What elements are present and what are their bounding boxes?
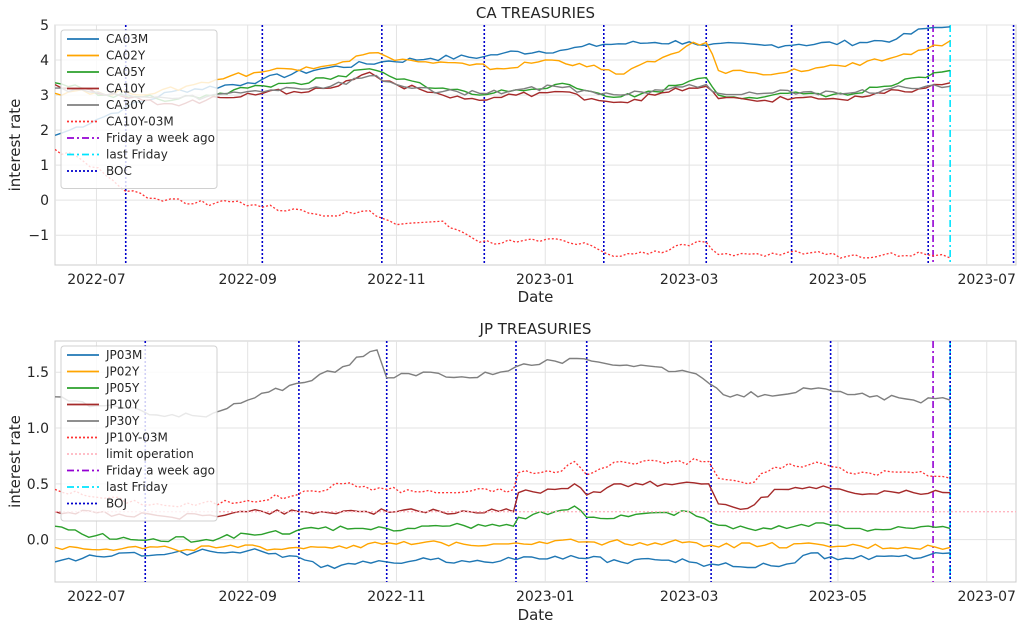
legend-entry-limit-operation: limit operation <box>106 447 194 461</box>
y-tick-label: 1 <box>40 158 49 174</box>
x-tick-label: 2023-05 <box>809 589 868 605</box>
ca-treasuries-panel: −1 0 1 2 3 4 5 2022-07 2022-09 2022-11 2023-01 2023… <box>6 4 1017 306</box>
y-tick-label: 0.5 <box>27 477 49 493</box>
y-tick-label: 4 <box>40 53 49 69</box>
x-tick-label: 2022-09 <box>218 272 277 288</box>
x-tick-label: 2023-03 <box>660 272 719 288</box>
legend-entry-jp05y: JP05Y <box>105 381 140 395</box>
x-tick-label: 2022-09 <box>218 589 277 605</box>
y-tick-label: −1 <box>28 228 49 244</box>
legend-entry-jp10y: JP10Y <box>105 398 140 412</box>
x-tick-label: 2023-03 <box>660 589 719 605</box>
x-tick-label: 2022-11 <box>367 272 426 288</box>
y-tick-label: 2 <box>40 123 49 139</box>
legend-entry-boj: BOJ <box>106 497 127 511</box>
x-tick-label: 2023-01 <box>516 589 575 605</box>
x-tick-label: 2023-01 <box>516 272 575 288</box>
series-line-ca10y-03m <box>55 148 951 259</box>
x-axis-label: Date <box>518 606 554 624</box>
x-tick-label: 2023-07 <box>957 272 1016 288</box>
y-tick-label: 0.0 <box>27 533 49 549</box>
legend-entry-jp03m: JP03M <box>105 348 142 362</box>
y-tick-label: 1.0 <box>27 421 49 437</box>
chart-title: JP TREASURIES <box>479 320 592 338</box>
legend: JP03M JP02Y JP05Y JP10Y JP30Y JP10Y-03M limit … <box>60 345 218 522</box>
x-tick-label: 2022-11 <box>367 589 426 605</box>
legend-entry-friday-a-week-ago: Friday a week ago <box>106 131 215 145</box>
legend-entry-jp02y: JP02Y <box>105 365 140 379</box>
legend-entry-ca30y: CA30Y <box>106 98 146 112</box>
y-axis-label: interest rate <box>6 415 24 508</box>
legend-entry-jp30y: JP30Y <box>105 414 140 428</box>
series-line-jp03m <box>55 548 951 570</box>
legend-entry-jp10y-03m: JP10Y-03M <box>105 431 168 445</box>
legend-entry-boc: BOC <box>106 164 132 178</box>
legend-entry-ca10y: CA10Y <box>106 82 146 96</box>
x-tick-label: 2023-07 <box>957 589 1016 605</box>
legend-entry-ca02y: CA02Y <box>106 49 146 63</box>
x-tick-label: 2022-07 <box>67 272 126 288</box>
legend-entry-ca03m: CA03M <box>106 32 148 46</box>
y-axis-label: interest rate <box>6 99 24 192</box>
legend-entry-ca05y: CA05Y <box>106 65 146 79</box>
legend: CA03M CA02Y CA05Y CA10Y CA30Y CA10Y-03M Friday… <box>60 29 218 189</box>
x-axis-label: Date <box>518 288 554 306</box>
legend-entry-friday-a-week-ago: Friday a week ago <box>106 464 215 478</box>
series-line-jp05y <box>55 505 951 543</box>
y-tick-label: 5 <box>40 18 49 34</box>
y-tick-label: 3 <box>40 88 49 104</box>
legend-entry-last-friday: last Friday <box>106 480 168 494</box>
legend-entry-ca10y-03m: CA10Y-03M <box>106 115 174 129</box>
jp-treasuries-panel: 0.0 0.5 1.0 1.5 2022-07 2022-09 2022-11 2023-01… <box>6 320 1017 624</box>
x-tick-label: 2023-05 <box>809 272 868 288</box>
legend-entry-last-friday: last Friday <box>106 148 168 162</box>
y-tick-label: 0 <box>40 193 49 209</box>
chart-title: CA TREASURIES <box>476 4 595 22</box>
x-tick-label: 2022-07 <box>67 589 126 605</box>
y-tick-label: 1.5 <box>27 365 49 381</box>
series-line-jp02y <box>55 538 951 552</box>
